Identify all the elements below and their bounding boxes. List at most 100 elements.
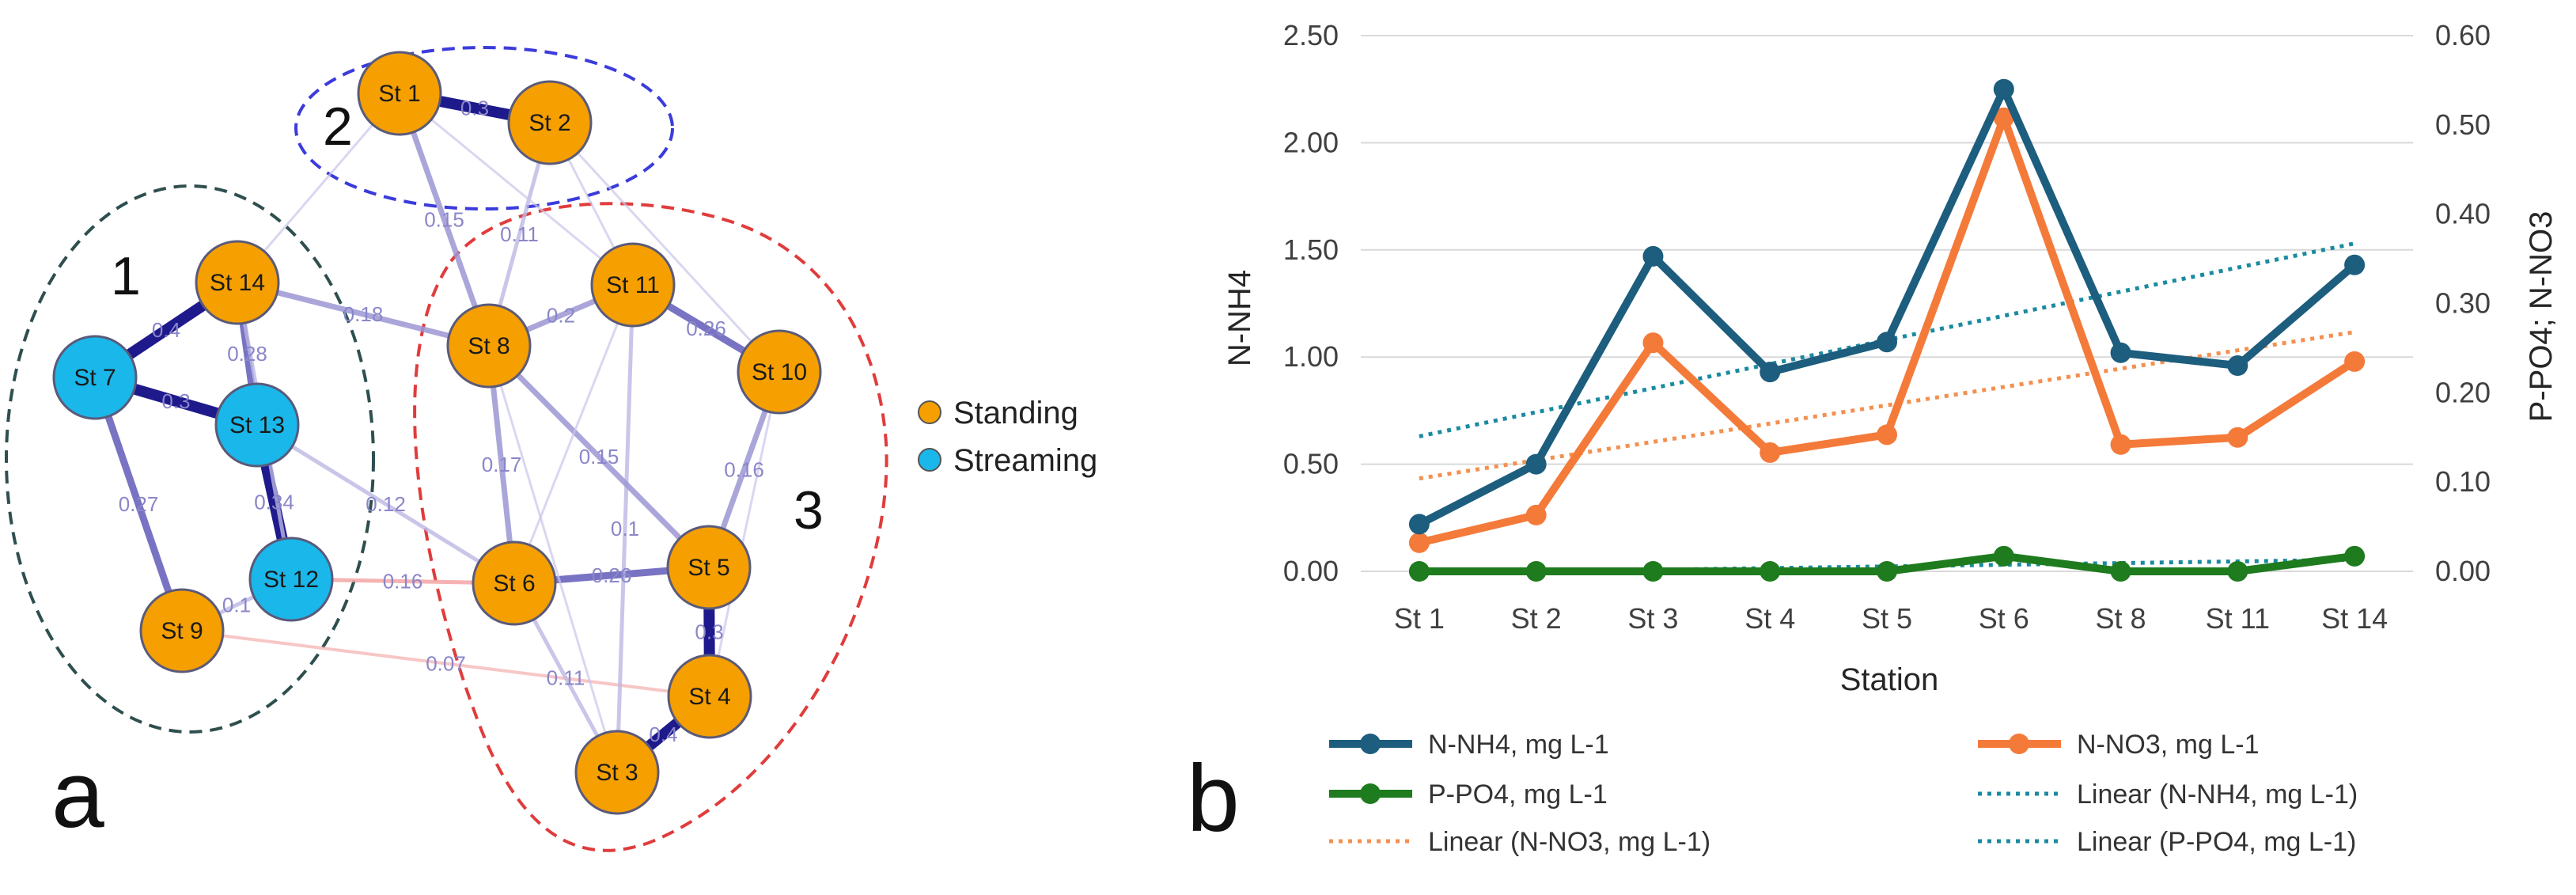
edge-label-st-6-st-5: 0.26 bbox=[592, 563, 632, 587]
data-point bbox=[1760, 442, 1781, 463]
data-point bbox=[2344, 254, 2366, 275]
y-tick-label: 1.50 bbox=[1283, 233, 1339, 266]
node-circle bbox=[195, 240, 280, 325]
legend-label: Linear (P-PO4, mg L-1) bbox=[2077, 827, 2356, 857]
panel-b-letter: b bbox=[1187, 745, 1240, 851]
trendlines bbox=[1419, 241, 2355, 575]
legend-label: N-NH4, mg L-1 bbox=[1428, 730, 1609, 760]
edge-label-st-8-st-11: 0.2 bbox=[547, 304, 575, 328]
edge-st-11-st-6 bbox=[513, 284, 635, 584]
node-circle bbox=[737, 329, 822, 415]
y-tick-label: 2.00 bbox=[1283, 126, 1339, 158]
legend-item-linear-n-no3-mg-l-1: Linear (N-NO3, mg L-1) bbox=[1329, 827, 1710, 857]
edge-label-st-2-st-8: 0.11 bbox=[500, 222, 539, 246]
group-2-number: 2 bbox=[323, 97, 353, 157]
edge-label-st-7-st-13: 0.3 bbox=[161, 389, 190, 413]
edge-label-st-1-st-2: 0.3 bbox=[460, 97, 489, 120]
edge-label-st-13-st-12: 0.34 bbox=[254, 491, 294, 514]
edge-label-st-8-st-6: 0.17 bbox=[482, 453, 522, 476]
x-tick-label: St 2 bbox=[1511, 602, 1562, 635]
node-label: St 8 bbox=[468, 333, 510, 359]
node-st-7: St 7 bbox=[52, 335, 138, 420]
trendline-linear-n-no3-mg-l-1 bbox=[1419, 330, 2355, 481]
node-label: St 13 bbox=[229, 412, 285, 438]
edge-st-2-st-10 bbox=[548, 121, 781, 374]
edge-label-st-7-st-9: 0.27 bbox=[119, 492, 159, 516]
data-point bbox=[2227, 355, 2248, 377]
panel-a-letter: a bbox=[51, 741, 104, 848]
node-st-9: St 9 bbox=[139, 588, 225, 673]
edge-label-st-6-st-3: 0.11 bbox=[547, 666, 585, 690]
legend-item-linear-n-nh4-mg-l-1: Linear (N-NH4, mg L-1) bbox=[1978, 779, 2358, 810]
node-circle bbox=[446, 303, 532, 389]
y2-tick-label: 0.20 bbox=[2435, 376, 2491, 408]
node-circle bbox=[667, 654, 752, 739]
legend-label: P-PO4, mg L-1 bbox=[1428, 779, 1608, 810]
node-circle bbox=[214, 382, 300, 468]
node-st-3: St 3 bbox=[574, 730, 660, 815]
y-tick-label: 0.50 bbox=[1283, 448, 1339, 480]
edge-label-st-8-st-5: 0.15 bbox=[579, 445, 619, 468]
series-p-po4-mg-l-1 bbox=[1408, 545, 2366, 582]
node-label: St 7 bbox=[74, 365, 116, 391]
group-3-number: 3 bbox=[794, 480, 824, 540]
node-st-1: St 1 bbox=[357, 51, 442, 136]
legend-streaming-label: Streaming bbox=[953, 443, 1097, 478]
x-tick-label: St 3 bbox=[1627, 602, 1678, 635]
data-point bbox=[1408, 532, 1430, 553]
node-st-4: St 4 bbox=[667, 654, 752, 739]
node-label: St 3 bbox=[596, 760, 638, 786]
y-tick-label: 1.00 bbox=[1283, 340, 1339, 373]
x-tick-label: St 4 bbox=[1744, 602, 1795, 635]
edge-label-st-5-st-4: 0.3 bbox=[695, 620, 723, 644]
data-point bbox=[1525, 504, 1547, 525]
node-label: St 12 bbox=[263, 567, 319, 593]
node-label: St 2 bbox=[528, 110, 570, 136]
node-label: St 11 bbox=[606, 272, 660, 298]
node-circle bbox=[574, 730, 660, 815]
node-circle bbox=[472, 540, 557, 626]
y2-tick-label: 0.40 bbox=[2435, 198, 2491, 230]
y2-tick-label: 0.00 bbox=[2435, 555, 2491, 587]
legend-label: Linear (N-NO3, mg L-1) bbox=[1428, 827, 1710, 857]
legend-item-n-no3-mg-l-1: N-NO3, mg L-1 bbox=[1978, 730, 2260, 760]
node-st-12: St 12 bbox=[248, 537, 334, 622]
legend-standing-marker bbox=[918, 400, 941, 424]
y-tick-label: 0.00 bbox=[1283, 555, 1339, 587]
network-edge-labels: 0.3 0.4 0.28 0.18 0.34 0.27 0.3 0.2 0.17 0.26 0.16… bbox=[119, 97, 764, 747]
edge-label-st-13-st-6: 0.12 bbox=[366, 492, 406, 516]
data-point bbox=[2110, 434, 2131, 455]
x-tick-label: St 8 bbox=[2096, 602, 2146, 635]
node-circle bbox=[507, 80, 593, 165]
chart-gridlines bbox=[1361, 35, 2413, 572]
edge-label-st-11-st-3: 0.1 bbox=[611, 517, 639, 540]
edge-st-1-st-11 bbox=[399, 92, 634, 286]
series-n-nh4-mg-l-1 bbox=[1408, 78, 2366, 535]
data-point bbox=[2227, 561, 2248, 582]
x-axis-title: Station bbox=[1840, 662, 1939, 697]
edge-label-st-14-st-7: 0.4 bbox=[152, 318, 180, 342]
legend-marker bbox=[1360, 734, 1381, 754]
node-circle bbox=[52, 335, 138, 420]
edge-label-st-11-st-10: 0.26 bbox=[686, 317, 726, 340]
data-point bbox=[1525, 453, 1547, 475]
data-point bbox=[2344, 351, 2366, 372]
x-tick-label: St 5 bbox=[1862, 602, 1912, 635]
edge-label-st-9-st-4: 0.07 bbox=[426, 652, 466, 676]
network-nodes: St 1 St 2 St 14 St 7 St 13 St 12 St 9 St 8 St 11… bbox=[52, 51, 822, 815]
legend-item-p-po4-mg-l-1: P-PO4, mg L-1 bbox=[1329, 779, 1608, 810]
edge-label-st-14-st-13: 0.28 bbox=[227, 342, 267, 366]
chart-legend: N-NH4, mg L-1 P-PO4, mg L-1 Linear (N-NO3,… bbox=[1329, 730, 2358, 857]
edge-st-8-st-3 bbox=[487, 345, 619, 773]
data-point bbox=[1877, 561, 1897, 582]
edge-st-13-st-6 bbox=[256, 423, 516, 586]
node-st-14: St 14 bbox=[195, 240, 280, 325]
y-tick-label: 2.50 bbox=[1283, 19, 1339, 51]
y2-tick-label: 0.60 bbox=[2435, 19, 2491, 51]
node-circle bbox=[357, 51, 442, 136]
data-point bbox=[2110, 561, 2131, 582]
edge-label-st-14-st-8: 0.18 bbox=[343, 302, 384, 326]
y2-tick-label: 0.50 bbox=[2435, 108, 2491, 141]
data-point bbox=[1760, 362, 1781, 383]
data-point bbox=[1993, 545, 2014, 567]
